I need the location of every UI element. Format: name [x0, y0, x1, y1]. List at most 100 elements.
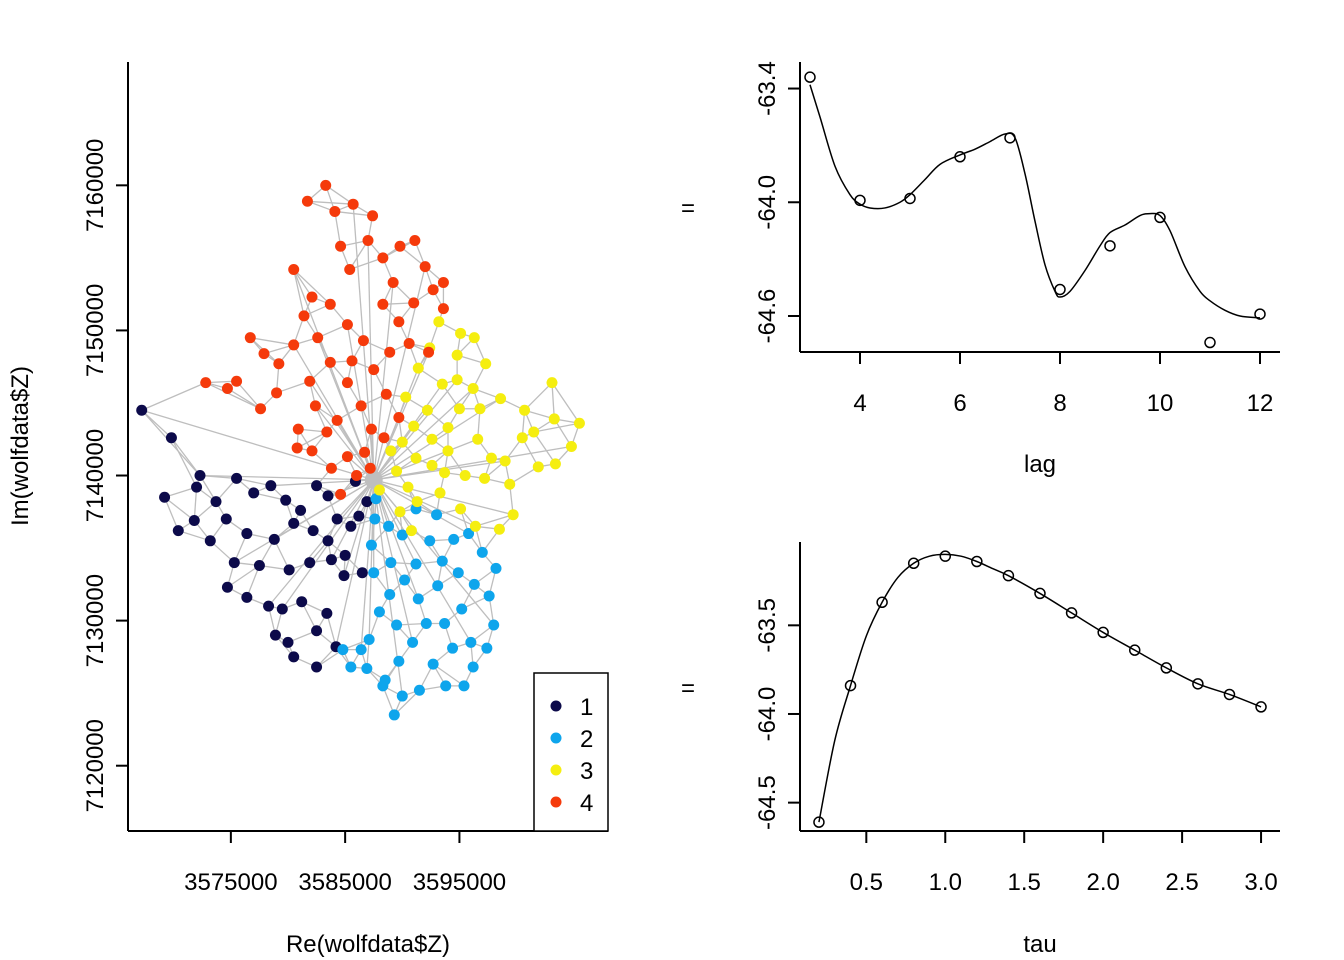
cluster-4-point [320, 179, 332, 191]
cluster-2-point [393, 655, 405, 667]
cluster-3-point [565, 441, 577, 452]
x-tick-label: 0.5 [850, 869, 883, 896]
cluster-4-point [403, 337, 415, 349]
x-axis-ticks: 0.5 1.0 1.5 2.0 2.5 3.0 [850, 831, 1278, 896]
network-edge [334, 211, 342, 247]
cluster-3-point [433, 316, 445, 328]
cluster-1-point [353, 510, 365, 522]
cluster-1-point [322, 535, 334, 547]
tau-points [813, 550, 1267, 828]
cluster-4-point [312, 332, 324, 344]
x-tick-label: 2.0 [1086, 869, 1119, 896]
network-edge [250, 337, 294, 346]
cluster-3-point [405, 525, 417, 537]
y-tick-label: -63.5 [754, 598, 781, 653]
cluster-4-point [244, 332, 256, 344]
cluster-4-point [394, 240, 406, 252]
cluster-3-point [426, 459, 438, 471]
cluster-4-point [355, 400, 367, 412]
cluster-3-point [504, 478, 516, 490]
cluster-4-point [344, 263, 356, 275]
x-tick-label: 12 [1247, 390, 1274, 417]
cluster-3-point [532, 461, 544, 473]
data-point [1004, 132, 1016, 144]
y-axis-label: = [681, 195, 695, 222]
cluster-3-point [507, 509, 519, 521]
cluster-3-point [402, 481, 414, 493]
cluster-1-point [241, 591, 253, 603]
x-axis-label: lag [1024, 451, 1056, 478]
y-tick-label: 7150000 [82, 284, 109, 377]
cluster-1-point [283, 564, 295, 576]
cluster-2-point [439, 618, 451, 630]
cluster-4-point [423, 346, 435, 358]
cluster-1-point [282, 636, 294, 648]
cluster-4-point [258, 348, 270, 360]
cluster-2-point [420, 618, 432, 630]
cluster-2-point [391, 619, 403, 631]
cluster-2-point [396, 690, 408, 702]
cluster-2-point [337, 644, 349, 656]
cluster-4-point [324, 298, 336, 310]
cluster-4-point [357, 335, 369, 347]
data-point [1097, 626, 1109, 639]
cluster-4-point [387, 277, 399, 289]
network-points [136, 179, 585, 721]
network-edge [273, 479, 375, 540]
cluster-4-point [341, 377, 353, 389]
network-edge [170, 437, 198, 488]
cluster-2-point [483, 590, 495, 602]
cluster-3-point [442, 422, 454, 434]
cluster-2-point [370, 493, 382, 505]
data-point [971, 555, 983, 568]
cluster-2-point [476, 546, 488, 558]
x-tick-label: 3595000 [413, 869, 506, 896]
cluster-4-point [437, 277, 449, 289]
cluster-1-point [307, 525, 319, 537]
cluster-4-point [335, 240, 347, 252]
cluster-2-point [431, 509, 443, 521]
cluster-4-point [365, 423, 377, 435]
cluster-2-point [413, 684, 425, 696]
cluster-2-point [424, 535, 436, 547]
cluster-4-point [408, 297, 420, 309]
cluster-4-point [292, 423, 304, 435]
cluster-3-point [499, 455, 511, 467]
cluster-4-point [378, 432, 390, 444]
lag-panel: 4 6 8 10 12 -64.6 -64.0 -63.4 lag = [681, 61, 1280, 478]
cluster-2-point [436, 555, 448, 567]
network-edge [551, 382, 580, 424]
cluster-4-point [221, 382, 233, 394]
cluster-2-point [467, 661, 479, 673]
cluster-3-point [479, 472, 491, 484]
data-point [907, 557, 920, 570]
cluster-4-point [368, 364, 380, 376]
cluster-4-point [304, 375, 316, 387]
x-axis-label: tau [1023, 931, 1056, 958]
network-edge [533, 431, 556, 465]
data-point [1254, 308, 1266, 320]
tau-panel: 0.5 1.0 1.5 2.0 2.5 3.0 -64.5 -64.0 -63.5 tau = [681, 542, 1280, 958]
cluster-1-point [276, 603, 288, 615]
network-edge [368, 479, 375, 640]
cluster-2-point [463, 528, 475, 540]
cluster-2-point [432, 580, 444, 592]
y-tick-label: -63.4 [754, 61, 781, 116]
network-edge [373, 387, 474, 481]
cluster-1-point [210, 496, 222, 508]
data-point [1154, 211, 1166, 224]
cluster-3-point [394, 506, 406, 518]
cluster-3-point [495, 393, 507, 405]
cluster-2-point [388, 709, 400, 721]
cluster-3-point [472, 433, 484, 445]
network-edge [373, 450, 449, 481]
network-edge [268, 479, 375, 607]
network-edge [236, 380, 262, 410]
data-point [954, 151, 966, 163]
network-edge [227, 387, 261, 410]
cluster-4-point [309, 400, 321, 412]
cluster-1-point [331, 513, 343, 525]
cluster-3-point [385, 445, 397, 457]
network-edge [163, 497, 179, 531]
cluster-1-point [325, 554, 337, 566]
